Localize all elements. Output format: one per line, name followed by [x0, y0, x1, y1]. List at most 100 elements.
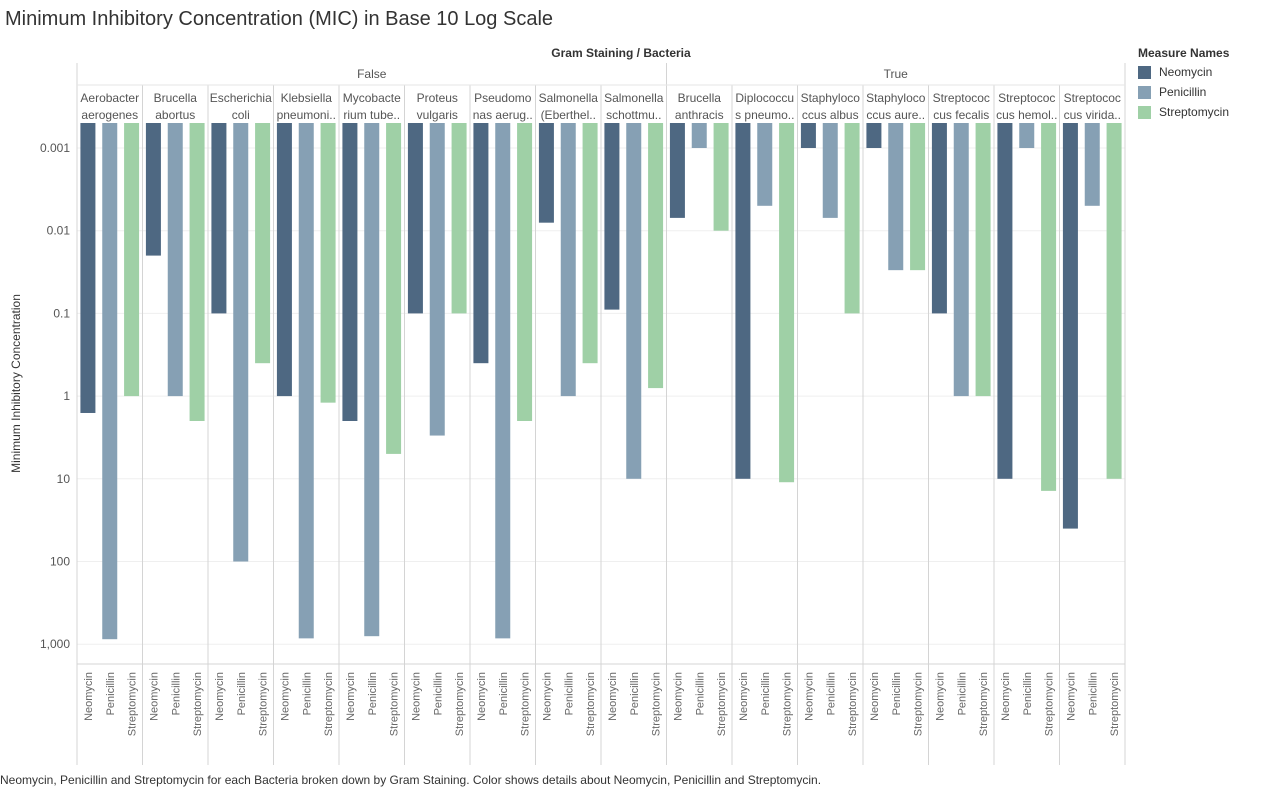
x-tick-label: Neomycin — [541, 672, 553, 721]
bar-streptomycin — [1106, 123, 1122, 479]
bar-penicillin — [1019, 123, 1035, 148]
bar-streptomycin — [844, 123, 860, 314]
x-tick-label: Streptomycin — [782, 672, 794, 736]
x-tick-label: Penicillin — [1022, 672, 1034, 715]
bar-penicillin — [691, 123, 707, 148]
bar-penicillin — [495, 123, 511, 639]
group-header-true: True — [884, 67, 909, 81]
bacteria-name: Mycobacte — [343, 91, 401, 105]
x-tick-label: Streptomycin — [323, 672, 335, 736]
legend-swatch-streptomycin — [1138, 105, 1151, 119]
y-tick-label: 100 — [50, 555, 70, 569]
bacteria-name: cus virida.. — [1064, 108, 1121, 122]
bar-neomycin — [866, 123, 882, 148]
bacteria-name: (Eberthel.. — [541, 108, 596, 122]
bar-streptomycin — [386, 123, 402, 454]
legend-item-streptomycin[interactable]: Streptomycin — [1138, 102, 1229, 122]
bar-streptomycin — [648, 123, 664, 389]
x-tick-label: Neomycin — [1065, 672, 1077, 721]
bar-neomycin — [342, 123, 358, 421]
bar-neomycin — [931, 123, 947, 314]
bar-neomycin — [473, 123, 489, 364]
x-tick-label: Penicillin — [694, 672, 706, 715]
bacteria-name: rium tube.. — [343, 108, 400, 122]
x-tick-label: Neomycin — [83, 672, 95, 721]
bacteria-name: ccus albus — [802, 108, 859, 122]
y-axis-label: Minimum Inhibitory Concentration — [9, 294, 23, 473]
x-tick-label: Neomycin — [934, 672, 946, 721]
bacteria-name: Brucella — [154, 91, 198, 105]
x-tick-label: Streptomycin — [127, 672, 139, 736]
x-tick-label: Neomycin — [869, 672, 881, 721]
bacteria-name: vulgaris — [417, 108, 458, 122]
bar-streptomycin — [451, 123, 467, 314]
x-tick-label: Penicillin — [498, 672, 510, 715]
x-tick-label: Neomycin — [214, 672, 226, 721]
bacteria-name: Escherichia — [210, 91, 272, 105]
x-tick-label: Streptomycin — [258, 672, 270, 736]
bacteria-name: cus fecalis — [933, 108, 989, 122]
bacteria-name: Salmonella — [604, 91, 664, 105]
x-tick-label: Penicillin — [1087, 672, 1099, 715]
bar-neomycin — [735, 123, 751, 479]
bacteria-name: cus hemol.. — [996, 108, 1057, 122]
bacteria-name: Aerobacter — [80, 91, 139, 105]
x-tick-label: Neomycin — [410, 672, 422, 721]
bar-penicillin — [233, 123, 249, 562]
legend-item-penicillin[interactable]: Penicillin — [1138, 82, 1229, 102]
bacteria-name: Staphyloco — [801, 91, 861, 105]
bar-penicillin — [560, 123, 576, 397]
bacteria-name: Pseudomo — [474, 91, 532, 105]
bar-streptomycin — [1041, 123, 1057, 491]
bar-streptomycin — [124, 123, 140, 397]
bacteria-name: coli — [232, 108, 250, 122]
bacteria-name: abortus — [155, 108, 195, 122]
bar-neomycin — [80, 123, 96, 413]
bar-neomycin — [211, 123, 227, 314]
column-header: Gram Staining / Bacteria — [551, 46, 691, 60]
legend[interactable]: Measure Names Neomycin Penicillin Strept… — [1138, 46, 1229, 122]
bar-streptomycin — [517, 123, 533, 421]
x-tick-label: Streptomycin — [847, 672, 859, 736]
bacteria-name: Streptococ — [1064, 91, 1121, 105]
bacteria-name: ccus aure.. — [866, 108, 925, 122]
x-tick-label: Penicillin — [301, 672, 313, 715]
legend-label-streptomycin: Streptomycin — [1159, 105, 1230, 119]
chart-title: Minimum Inhibitory Concentration (MIC) i… — [5, 8, 554, 30]
bar-neomycin — [145, 123, 161, 256]
bar-neomycin — [604, 123, 620, 310]
x-tick-label: Streptomycin — [454, 672, 466, 736]
legend-item-neomycin[interactable]: Neomycin — [1138, 62, 1229, 82]
bar-neomycin — [800, 123, 816, 148]
bar-neomycin — [1062, 123, 1078, 529]
legend-title: Measure Names — [1138, 46, 1230, 60]
legend-swatch-penicillin — [1138, 85, 1151, 99]
x-tick-label: Penicillin — [367, 672, 379, 715]
bacteria-name: pneumoni.. — [277, 108, 336, 122]
x-tick-label: Neomycin — [279, 672, 291, 721]
y-tick-label: 1 — [63, 389, 70, 403]
bar-penicillin — [626, 123, 642, 479]
group-header-false: False — [357, 67, 387, 81]
bar-penicillin — [167, 123, 183, 397]
bar-penicillin — [822, 123, 838, 218]
x-tick-label: Penicillin — [891, 672, 903, 715]
bar-penicillin — [364, 123, 380, 637]
bacteria-name: Proteus — [417, 91, 458, 105]
y-tick-label: 0.1 — [53, 306, 70, 320]
bacteria-name: nas aerug.. — [473, 108, 533, 122]
x-tick-label: Streptomycin — [192, 672, 204, 736]
bacteria-name: aerogenes — [81, 108, 138, 122]
bar-neomycin — [276, 123, 292, 397]
bacteria-name: schottmu.. — [606, 108, 661, 122]
bar-penicillin — [429, 123, 445, 436]
x-tick-label: Penicillin — [432, 672, 444, 715]
x-tick-label: Penicillin — [170, 672, 182, 715]
bacteria-name: Salmonella — [539, 91, 599, 105]
bacteria-name: Staphyloco — [866, 91, 926, 105]
x-tick-label: Penicillin — [236, 672, 248, 715]
x-tick-label: Streptomycin — [978, 672, 990, 736]
y-tick-label: 10 — [57, 472, 71, 486]
y-tick-label: 1,000 — [40, 637, 70, 651]
